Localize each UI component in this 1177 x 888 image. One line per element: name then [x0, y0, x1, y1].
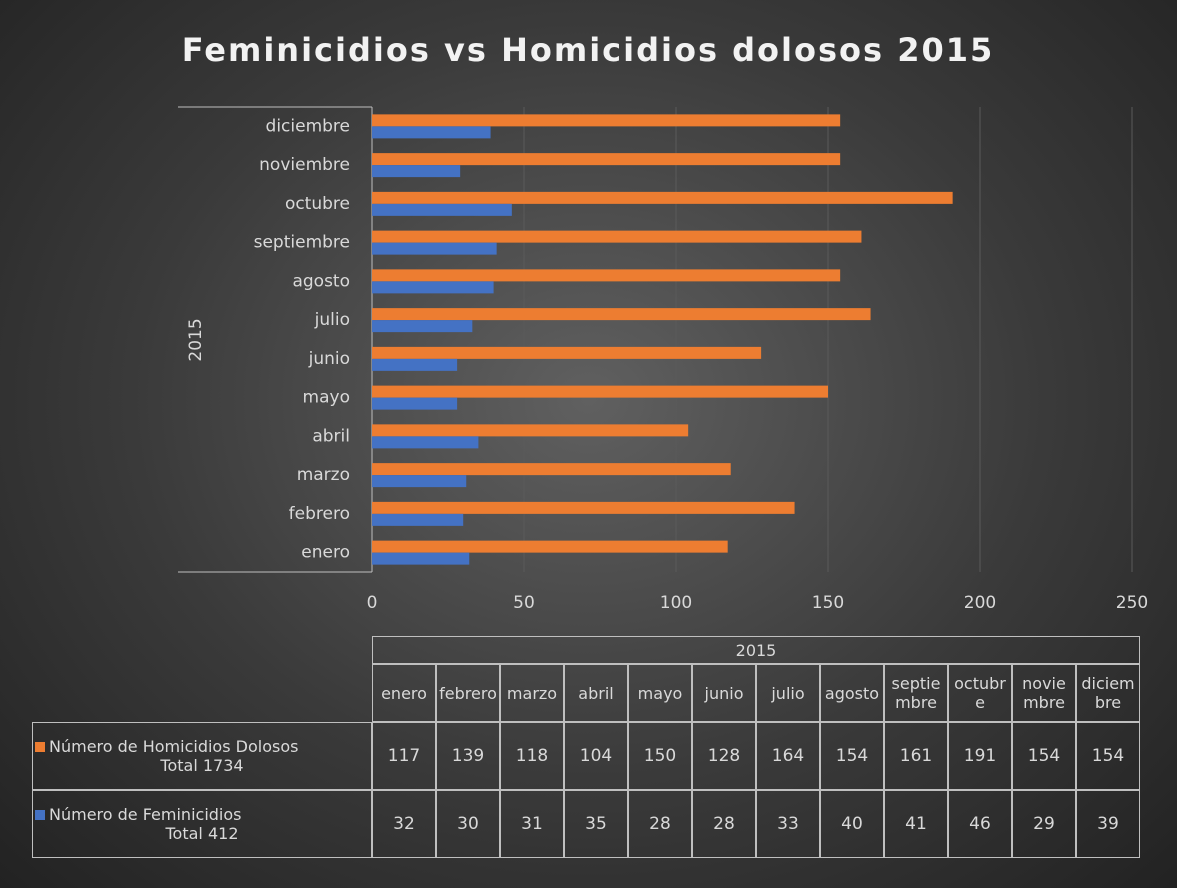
bar [372, 308, 871, 321]
table-value: 30 [436, 790, 500, 858]
table-value: 117 [372, 722, 436, 790]
y-tick-label: julio [314, 310, 350, 330]
table-legend: Número de Feminicidios Total 412 [32, 790, 372, 858]
y-tick-label: marzo [297, 465, 350, 485]
bar [372, 436, 479, 449]
table-value: 164 [756, 722, 820, 790]
bar [372, 165, 461, 178]
table-value: 31 [500, 790, 564, 858]
y-tick-label: febrero [289, 504, 350, 524]
y-tick-label: noviembre [259, 155, 350, 175]
table-value: 154 [820, 722, 884, 790]
y-tick-label: octubre [285, 194, 350, 214]
table-column-header: febrero [436, 664, 500, 722]
bar [372, 126, 491, 139]
y-group-label: 2015 [186, 318, 206, 361]
table-column-header: diciembre [1076, 664, 1140, 722]
table-value: 139 [436, 722, 500, 790]
y-tick-label: enero [301, 543, 350, 563]
table-column-header: octubre [948, 664, 1012, 722]
table-value: 104 [564, 722, 628, 790]
table-column-header: junio [692, 664, 756, 722]
y-tick-label: abril [312, 426, 350, 446]
table-value: 46 [948, 790, 1012, 858]
legend-total: Total 412 [165, 824, 239, 843]
table-column-header: noviembre [1012, 664, 1076, 722]
bar [372, 552, 470, 565]
table-value: 35 [564, 790, 628, 858]
table-value: 33 [756, 790, 820, 858]
bar [372, 320, 473, 333]
y-tick-label: diciembre [266, 116, 350, 136]
table-value: 29 [1012, 790, 1076, 858]
bar [372, 114, 841, 127]
legend-label: Número de Homicidios Dolosos [49, 737, 299, 756]
table-value: 161 [884, 722, 948, 790]
x-tick-label: 200 [964, 593, 996, 613]
legend-key [35, 810, 45, 820]
x-tick-label: 250 [1116, 593, 1148, 613]
table-column-header: julio [756, 664, 820, 722]
table-value: 39 [1076, 790, 1140, 858]
bar [372, 358, 458, 371]
y-tick-label: septiembre [254, 233, 350, 253]
table-column-header: agosto [820, 664, 884, 722]
x-tick-label: 150 [812, 593, 844, 613]
bar [372, 475, 467, 488]
table-column-header: mayo [628, 664, 692, 722]
bar [372, 424, 689, 437]
bar [372, 540, 728, 553]
table-value: 28 [692, 790, 756, 858]
bar [372, 203, 512, 216]
legend-label: Número de Feminicidios [49, 805, 242, 824]
x-tick-label: 0 [367, 593, 378, 613]
bar [372, 501, 795, 514]
bar [372, 397, 458, 410]
legend-entry: Número de Homicidios Dolosos [35, 737, 369, 756]
legend-key [35, 742, 45, 752]
table-value: 154 [1076, 722, 1140, 790]
table-value: 40 [820, 790, 884, 858]
table-value: 191 [948, 722, 1012, 790]
table-column-header: abril [564, 664, 628, 722]
table-column-header: marzo [500, 664, 564, 722]
legend-entry: Número de Feminicidios [35, 805, 369, 824]
y-tick-label: agosto [292, 271, 350, 291]
x-tick-label: 50 [513, 593, 535, 613]
chart-title: Feminicidios vs Homicidios dolosos 2015 [182, 31, 995, 69]
table-value: 32 [372, 790, 436, 858]
table-legend: Número de Homicidios Dolosos Total 1734 [32, 722, 372, 790]
table-value: 118 [500, 722, 564, 790]
bar [372, 513, 464, 526]
bar [372, 281, 494, 294]
bar [372, 346, 762, 359]
legend-total: Total 1734 [160, 756, 244, 775]
bar [372, 191, 953, 204]
table-column-header: enero [372, 664, 436, 722]
table-value: 28 [628, 790, 692, 858]
y-tick-label: mayo [303, 388, 350, 408]
x-tick-label: 100 [660, 593, 692, 613]
bar [372, 385, 828, 398]
bar [372, 230, 862, 243]
table-group-header: 2015 [372, 636, 1140, 664]
bar [372, 153, 841, 166]
table-column-header: septiembre [884, 664, 948, 722]
table-value: 150 [628, 722, 692, 790]
bar [372, 269, 841, 282]
table-value: 41 [884, 790, 948, 858]
y-tick-label: junio [308, 349, 350, 369]
bar [372, 242, 497, 255]
table-value: 154 [1012, 722, 1076, 790]
table-value: 128 [692, 722, 756, 790]
bar [372, 463, 731, 476]
